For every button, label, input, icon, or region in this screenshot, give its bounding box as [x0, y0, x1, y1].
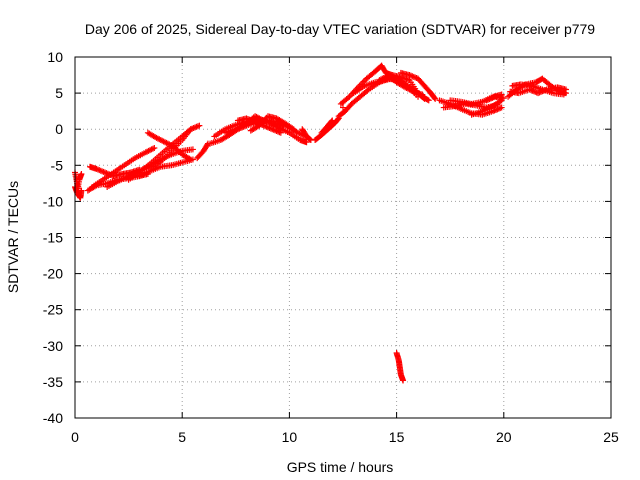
y-tick-label: -5 [51, 157, 64, 173]
data-track-arc-17 [299, 126, 314, 144]
y-axis-label: SDTVAR / TECUs [5, 181, 21, 293]
y-tick-label: -40 [43, 410, 63, 426]
x-tick-label: 0 [71, 429, 79, 445]
data-track-arc-33 [509, 81, 567, 98]
data-point [562, 86, 569, 93]
x-axis-label: GPS time / hours [287, 459, 394, 475]
data-point [277, 129, 284, 136]
grid [75, 57, 611, 418]
y-tick-label: 10 [47, 49, 63, 65]
data-point [560, 91, 567, 98]
y-tick-label: -20 [43, 266, 63, 282]
data-track-arc-20 [340, 104, 346, 111]
y-tick-label: -10 [43, 193, 63, 209]
data-point [419, 91, 426, 98]
data-point [424, 96, 431, 103]
data-track-arc-25 [376, 72, 426, 98]
data-point [340, 104, 346, 111]
data-point [421, 95, 428, 102]
data-track-arc-29 [468, 97, 505, 118]
data-points [72, 62, 569, 384]
plot-frame [74, 56, 612, 419]
y-tick-label: 0 [55, 121, 63, 137]
data-track-arc-05 [89, 144, 158, 190]
data-point [303, 139, 310, 146]
data-point [328, 118, 335, 125]
data-track-arc-24 [397, 69, 439, 102]
x-tick-label: 5 [178, 429, 186, 445]
data-track-arc-15 [247, 113, 297, 134]
data-point [334, 116, 341, 123]
data-track-arc-30 [483, 93, 507, 104]
chart-title: Day 206 of 2025, Sidereal Day-to-day VTE… [85, 21, 595, 37]
y-tick-label: 5 [55, 85, 63, 101]
data-track-arc-10 [136, 156, 196, 180]
data-point [329, 117, 336, 124]
data-track-arc-19 [318, 117, 336, 136]
x-tick-label: 20 [496, 429, 512, 445]
y-tick-label: -30 [43, 338, 63, 354]
x-tick-label: 25 [603, 429, 619, 445]
data-point [420, 94, 427, 101]
data-point [189, 146, 196, 153]
data-point [151, 144, 158, 151]
data-point [498, 104, 505, 111]
x-tick-label: 10 [282, 429, 298, 445]
data-track-arc-16 [234, 115, 284, 136]
data-point [290, 126, 297, 133]
y-tick-label: -25 [43, 302, 63, 318]
y-tick-label: -15 [43, 230, 63, 246]
data-point [78, 170, 85, 177]
data-track-arc-32 [507, 84, 569, 97]
x-tick-label: 15 [389, 429, 405, 445]
data-track-arc-22 [337, 62, 428, 107]
data-point [425, 97, 432, 104]
data-point [196, 122, 203, 129]
data-point [500, 95, 507, 102]
x-tick-labels: 0 5 10 15 20 25 [71, 429, 619, 445]
data-point [432, 95, 439, 102]
data-track-arc-27 [440, 100, 501, 111]
data-point [204, 141, 211, 148]
y-tick-labels: -40 -35 -30 -25 -20 -15 -10 -5 0 5 10 [43, 49, 63, 426]
data-point [431, 94, 438, 101]
y-tick-label: -35 [43, 374, 63, 390]
data-point [189, 156, 196, 163]
data-point [400, 377, 407, 384]
data-point [307, 136, 314, 143]
data-track-arc-34 [393, 350, 407, 384]
